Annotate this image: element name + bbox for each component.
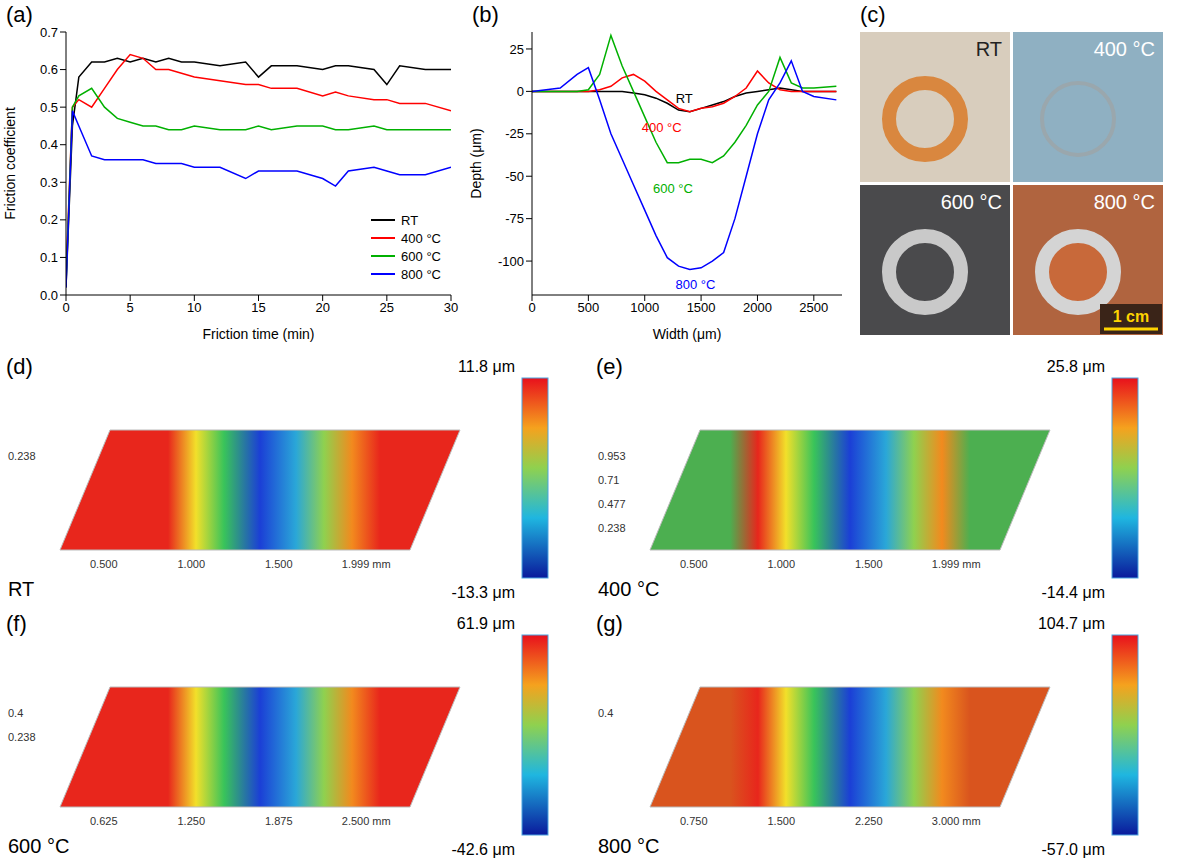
svg-text:-50: -50 — [505, 169, 524, 184]
html-text:(a): (a) — [6, 2, 33, 27]
svg-text:0.5: 0.5 — [40, 100, 58, 115]
svg-text:25.8 μm: 25.8 μm — [1047, 358, 1105, 375]
svg-text:(d): (d) — [6, 354, 33, 379]
svg-text:800 °C: 800 °C — [598, 835, 659, 857]
svg-text:(f): (f) — [6, 611, 27, 636]
svg-text:RT: RT — [976, 38, 1002, 60]
svg-text:0.500: 0.500 — [680, 558, 708, 570]
svg-text:-42.6 μm: -42.6 μm — [452, 841, 515, 858]
svg-text:0.625: 0.625 — [90, 815, 118, 827]
svg-text:0.2: 0.2 — [40, 212, 58, 227]
html-text:600 °C: 600 °C — [401, 248, 441, 264]
svg-text:0.238: 0.238 — [598, 522, 626, 534]
svg-text:Width (μm): Width (μm) — [653, 326, 722, 342]
svg-text:11.8 μm: 11.8 μm — [458, 358, 515, 375]
svg-text:RT: RT — [676, 91, 693, 106]
svg-text:1 cm: 1 cm — [1113, 308, 1149, 325]
svg-text:2.250: 2.250 — [855, 815, 883, 827]
svg-text:15: 15 — [251, 300, 265, 315]
svg-text:(g): (g) — [596, 611, 623, 636]
svg-text:0: 0 — [517, 84, 524, 99]
svg-text:0.4: 0.4 — [40, 137, 58, 152]
svg-text:1.500: 1.500 — [855, 558, 883, 570]
svg-text:0.750: 0.750 — [680, 815, 708, 827]
svg-text:61.9 μm: 61.9 μm — [457, 615, 515, 632]
svg-text:400 °C: 400 °C — [598, 578, 659, 600]
html-text:400 °C: 400 °C — [401, 230, 441, 246]
svg-text:-75: -75 — [505, 211, 524, 226]
svg-text:Depth (μm): Depth (μm) — [468, 128, 484, 198]
svg-text:800 °C: 800 °C — [1094, 191, 1155, 213]
svg-text:10: 10 — [187, 300, 201, 315]
svg-text:RT: RT — [8, 578, 34, 600]
svg-text:2000: 2000 — [743, 300, 772, 315]
svg-text:0.477: 0.477 — [598, 498, 626, 510]
svg-text:0.6: 0.6 — [40, 62, 58, 77]
svg-text:5: 5 — [127, 300, 134, 315]
svg-text:0.4: 0.4 — [8, 707, 23, 719]
svg-text:400 °C: 400 °C — [1094, 38, 1155, 60]
svg-text:Friction coefficient: Friction coefficient — [2, 107, 18, 220]
svg-text:1.999 mm: 1.999 mm — [342, 558, 391, 570]
svg-text:1.000: 1.000 — [767, 558, 795, 570]
svg-text:-100: -100 — [498, 254, 524, 269]
svg-text:-13.3 μm: -13.3 μm — [452, 584, 515, 601]
svg-text:3.000 mm: 3.000 mm — [932, 815, 981, 827]
svg-text:1000: 1000 — [630, 300, 659, 315]
svg-text:0: 0 — [528, 300, 535, 315]
svg-text:0.953: 0.953 — [598, 450, 626, 462]
svg-text:30: 30 — [444, 300, 458, 315]
svg-text:(e): (e) — [596, 354, 623, 379]
svg-text:-14.4 μm: -14.4 μm — [1042, 584, 1105, 601]
svg-text:1.500: 1.500 — [767, 815, 795, 827]
html-text:RT: RT — [401, 212, 419, 228]
svg-text:800 °C: 800 °C — [676, 277, 716, 292]
svg-text:400 °C: 400 °C — [642, 120, 682, 135]
svg-text:-57.0 μm: -57.0 μm — [1042, 841, 1105, 858]
svg-text:-25: -25 — [505, 126, 524, 141]
svg-text:0.238: 0.238 — [8, 731, 36, 743]
html-text:(c): (c) — [860, 2, 886, 27]
svg-text:20: 20 — [315, 300, 329, 315]
svg-text:0.500: 0.500 — [90, 558, 118, 570]
svg-text:Friction time (min): Friction time (min) — [202, 326, 314, 342]
svg-text:25: 25 — [510, 42, 524, 57]
svg-text:2.500 mm: 2.500 mm — [342, 815, 391, 827]
svg-text:1.000: 1.000 — [177, 558, 205, 570]
svg-text:0: 0 — [62, 300, 69, 315]
svg-text:500: 500 — [578, 300, 600, 315]
svg-text:1.250: 1.250 — [177, 815, 205, 827]
svg-text:1.999 mm: 1.999 mm — [932, 558, 981, 570]
svg-text:0.4: 0.4 — [598, 707, 613, 719]
svg-text:600 °C: 600 °C — [941, 191, 1002, 213]
html-text:(b): (b) — [472, 2, 499, 27]
svg-text:1500: 1500 — [687, 300, 716, 315]
svg-text:25: 25 — [380, 300, 394, 315]
svg-text:0.71: 0.71 — [598, 474, 619, 486]
svg-text:104.7 μm: 104.7 μm — [1038, 615, 1105, 632]
svg-text:0.3: 0.3 — [40, 175, 58, 190]
svg-text:0.0: 0.0 — [40, 288, 58, 303]
svg-text:600 °C: 600 °C — [8, 835, 69, 857]
svg-text:600 °C: 600 °C — [653, 181, 693, 196]
svg-text:0.7: 0.7 — [40, 25, 58, 40]
html-text:800 °C: 800 °C — [401, 266, 441, 282]
svg-text:0.238: 0.238 — [8, 450, 36, 462]
svg-text:1.500: 1.500 — [265, 558, 293, 570]
svg-text:2500: 2500 — [799, 300, 828, 315]
svg-text:0.1: 0.1 — [40, 250, 58, 265]
svg-text:1.875: 1.875 — [265, 815, 293, 827]
